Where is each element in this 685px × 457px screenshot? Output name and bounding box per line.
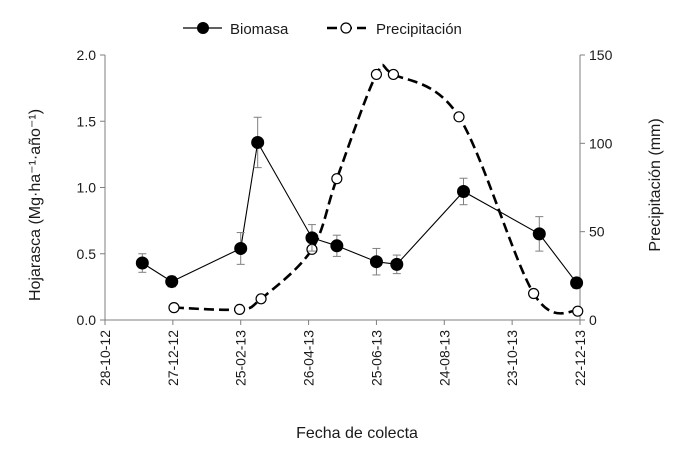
biomasa-point (234, 241, 248, 255)
y-axis-left-ticks: 0.0 0.5 1.0 1.5 2.0 (77, 47, 105, 328)
x-tick-label: 25-06-13 (368, 330, 384, 386)
biomasa-point (251, 135, 265, 149)
legend-biomasa-marker (197, 22, 209, 34)
series-biomasa (135, 116, 584, 290)
y-axis-right-title: Precipitación (mm) (647, 118, 664, 251)
precipitacion-point (370, 68, 383, 81)
precipitacion-point (387, 68, 399, 81)
biomasa-point (390, 257, 404, 271)
x-axis-ticks: 28-10-12 27-12-12 25-02-13 26-04-13 25-06-13… (97, 320, 588, 386)
biomasa-line (142, 140, 578, 284)
y-left-tick-label: 0.5 (77, 246, 97, 262)
biomasa-point (369, 255, 383, 269)
x-tick-label: 26-04-13 (301, 330, 317, 386)
y-right-tick-label: 0 (589, 312, 597, 328)
precipitacion-point (331, 173, 343, 185)
x-tick-label: 24-08-13 (436, 330, 452, 386)
legend-precipitacion-marker (340, 22, 352, 34)
legend-biomasa-label: Biomasa (230, 21, 289, 38)
biomasa-point (532, 227, 546, 241)
precipitacion-point (453, 111, 465, 123)
biomasa-point (135, 256, 149, 270)
x-tick-label: 23-10-13 (504, 330, 520, 386)
y-axis-left-title: Hojarasca (Mg·ha⁻¹·año⁻¹) (27, 109, 44, 301)
biomasa-point (330, 239, 344, 253)
biomasa-point (457, 184, 471, 198)
x-tick-label: 28-10-12 (97, 330, 113, 386)
y-right-tick-label: 50 (589, 224, 605, 240)
y-left-tick-label: 1.5 (77, 113, 97, 129)
x-tick-label: 27-12-12 (165, 330, 181, 386)
precipitacion-point (572, 305, 584, 317)
biomasa-point (570, 276, 584, 290)
y-left-tick-label: 0.0 (77, 312, 97, 328)
legend: Biomasa Precipitación (183, 21, 462, 38)
precipitacion-line (173, 63, 579, 315)
y-right-tick-label: 150 (589, 47, 613, 63)
biomasa-point (165, 275, 179, 289)
x-axis-title: Fecha de colecta (296, 425, 418, 442)
y-left-tick-label: 1.0 (77, 180, 97, 196)
precipitacion-point (528, 287, 540, 300)
precipitacion-point (233, 303, 246, 315)
x-tick-label: 22-12-13 (572, 330, 588, 386)
x-tick-label: 25-02-13 (233, 330, 249, 386)
biomasa-point (305, 231, 319, 245)
precipitacion-point (168, 302, 180, 314)
y-left-tick-label: 2.0 (77, 47, 97, 63)
series-precipitacion (168, 63, 584, 317)
precipitacion-point (255, 293, 267, 305)
y-axis-right-ticks: 0 50 100 150 (580, 47, 613, 328)
legend-precipitacion-label: Precipitación (376, 21, 462, 38)
y-right-tick-label: 100 (589, 135, 613, 151)
